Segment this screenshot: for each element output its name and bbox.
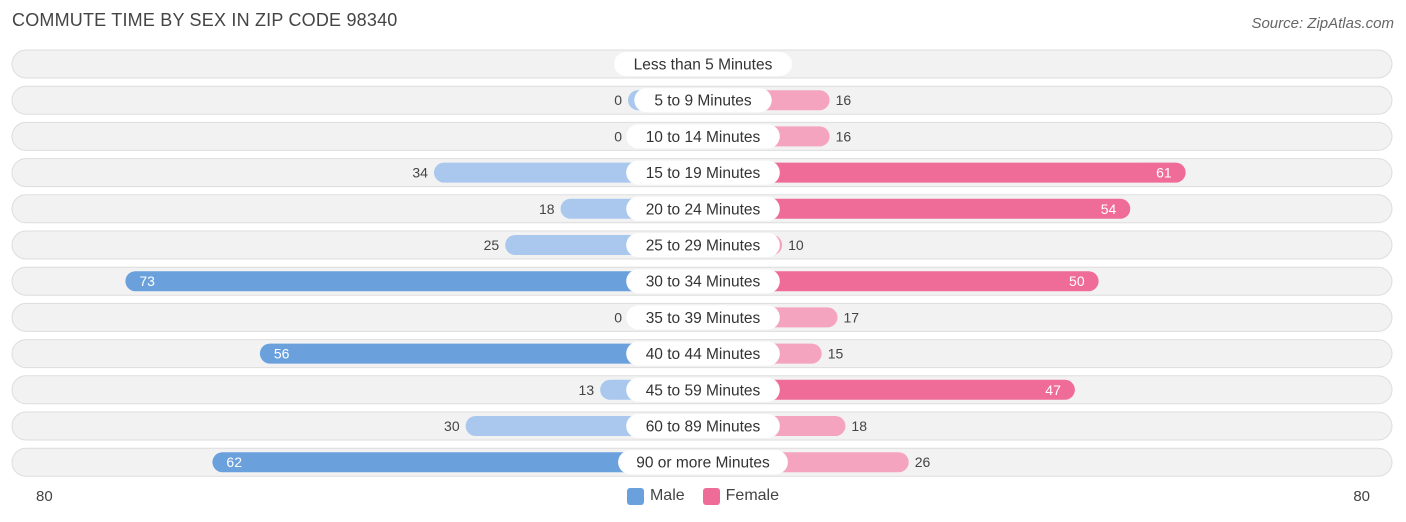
category-label: 10 to 14 Minutes xyxy=(646,129,761,146)
category-label: 40 to 44 Minutes xyxy=(646,346,761,363)
category-pill xyxy=(634,88,772,113)
category-pill xyxy=(626,124,780,149)
value-label-female: 26 xyxy=(915,454,931,470)
value-label-female: 50 xyxy=(1069,273,1085,289)
category-label: 15 to 19 Minutes xyxy=(646,165,761,182)
category-label: Less than 5 Minutes xyxy=(634,57,773,74)
value-label-female: 47 xyxy=(1045,382,1061,398)
bar-female[interactable] xyxy=(703,271,1099,292)
category-pill xyxy=(626,160,780,185)
legend-item-female[interactable]: Female xyxy=(702,487,780,505)
value-label-male: 0 xyxy=(614,309,622,325)
value-label-male: 73 xyxy=(139,273,155,289)
bar-female[interactable] xyxy=(703,198,1131,219)
category-pill xyxy=(626,196,780,221)
category-label: 20 to 24 Minutes xyxy=(646,201,761,218)
category-pill xyxy=(626,305,780,330)
category-pill xyxy=(626,414,780,438)
value-label-male: 13 xyxy=(579,382,595,398)
bar-female[interactable] xyxy=(703,162,1186,183)
bar-male[interactable] xyxy=(212,452,704,473)
category-label: 5 to 9 Minutes xyxy=(654,93,752,110)
legend: Male Female xyxy=(0,487,1406,505)
category-label: 60 to 89 Minutes xyxy=(646,419,761,436)
value-label-female: 54 xyxy=(1101,201,1117,217)
legend-swatch-male xyxy=(626,487,644,505)
category-pill xyxy=(626,233,780,257)
value-label-female: 15 xyxy=(828,346,844,362)
category-pill xyxy=(626,269,780,294)
category-pill xyxy=(618,450,788,475)
source-label: Source: ZipAtlas.com xyxy=(1251,15,1394,32)
axis-right-label: 80 xyxy=(1353,488,1370,505)
value-label-female: 61 xyxy=(1156,165,1172,181)
bar-male[interactable] xyxy=(125,271,703,292)
axis-left-label: 80 xyxy=(36,488,53,505)
category-label: 30 to 34 Minutes xyxy=(646,274,761,291)
value-label-male: 30 xyxy=(444,418,460,434)
value-label-male: 18 xyxy=(539,201,555,217)
legend-swatch-female xyxy=(702,487,720,505)
chart-title: COMMUTE TIME BY SEX IN ZIP CODE 98340 xyxy=(12,10,398,30)
category-label: 90 or more Minutes xyxy=(636,455,770,472)
value-label-male: 0 xyxy=(614,92,622,108)
category-label: 25 to 29 Minutes xyxy=(646,238,761,255)
bar-male[interactable] xyxy=(259,343,703,364)
category-label: 35 to 39 Minutes xyxy=(646,310,761,327)
category-pill xyxy=(614,52,792,76)
value-label-female: 10 xyxy=(788,237,804,253)
legend-label-male: Male xyxy=(649,487,685,504)
value-label-female: 18 xyxy=(851,418,867,434)
value-label-male: 56 xyxy=(274,346,290,362)
value-label-female: 16 xyxy=(836,92,852,108)
bar-female[interactable] xyxy=(703,379,1075,400)
legend-item-male[interactable]: Male xyxy=(626,487,685,505)
value-label-male: 0 xyxy=(614,128,622,144)
value-label-male: 25 xyxy=(484,237,500,253)
value-label-male: 62 xyxy=(226,454,242,470)
value-label-female: 16 xyxy=(836,128,852,144)
value-label-female: 17 xyxy=(844,309,860,325)
category-pill xyxy=(626,341,780,366)
legend-label-female: Female xyxy=(725,487,780,504)
category-label: 45 to 59 Minutes xyxy=(646,382,761,399)
value-label-male: 34 xyxy=(412,165,428,181)
category-pill xyxy=(626,377,780,402)
